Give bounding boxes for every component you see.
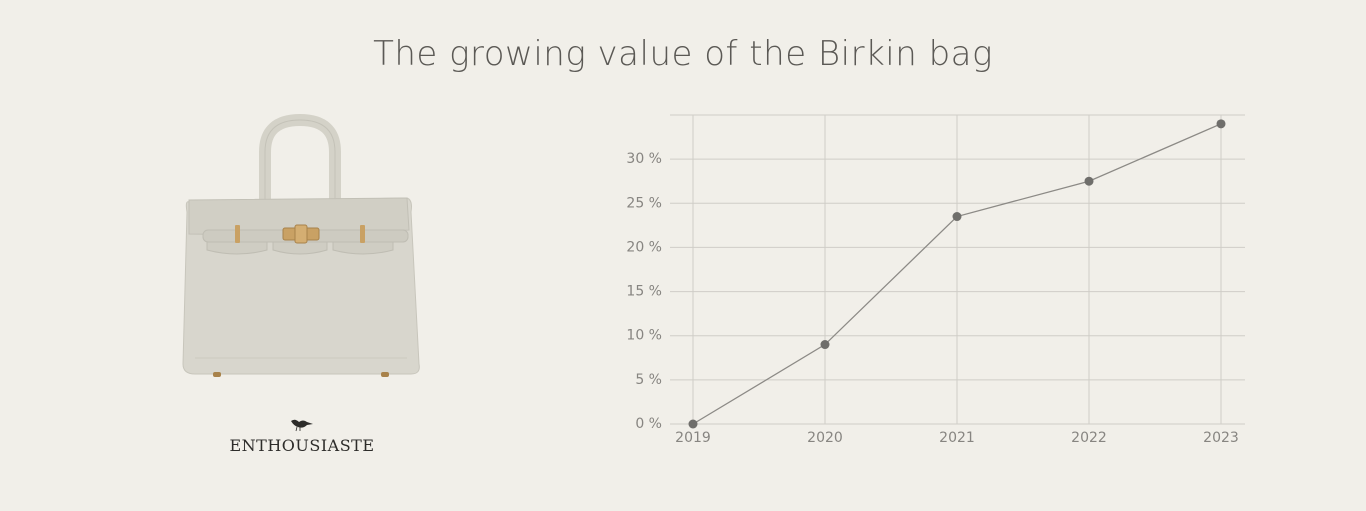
y-tick-label: 20 % xyxy=(626,239,662,255)
y-tick-label: 15 % xyxy=(626,284,662,300)
brand-logo: ENTHOUSIASTE xyxy=(202,416,402,455)
chart-svg: 0 % 5 % 10 % 15 % 20 % 25 % 30 % 2019 2020 2021 20… xyxy=(626,114,1245,446)
data-point xyxy=(688,419,698,429)
y-tick-label: 10 % xyxy=(626,328,662,344)
y-tick-label: 0 % xyxy=(635,416,662,432)
page-title: The growing value of the Birkin bag xyxy=(373,34,993,74)
handbag-image xyxy=(175,112,430,384)
handbag-icon xyxy=(182,113,420,377)
data-point xyxy=(820,340,830,350)
x-tick-label: 2019 xyxy=(675,430,711,446)
y-tick-label: 25 % xyxy=(626,195,662,211)
y-tick-label: 30 % xyxy=(626,151,662,167)
data-point xyxy=(1084,176,1094,186)
data-point xyxy=(1216,119,1226,129)
value-line-chart: 0 % 5 % 10 % 15 % 20 % 25 % 30 % 2019 2020 2021 20… xyxy=(590,100,1270,470)
bird-icon xyxy=(291,419,313,432)
y-tick-label: 5 % xyxy=(635,372,662,388)
data-point xyxy=(952,212,962,222)
x-tick-label: 2023 xyxy=(1203,430,1239,446)
x-tick-label: 2020 xyxy=(807,430,843,446)
brand-name: ENTHOUSIASTE xyxy=(229,436,375,455)
x-tick-label: 2022 xyxy=(1071,430,1107,446)
x-tick-label: 2021 xyxy=(939,430,975,446)
